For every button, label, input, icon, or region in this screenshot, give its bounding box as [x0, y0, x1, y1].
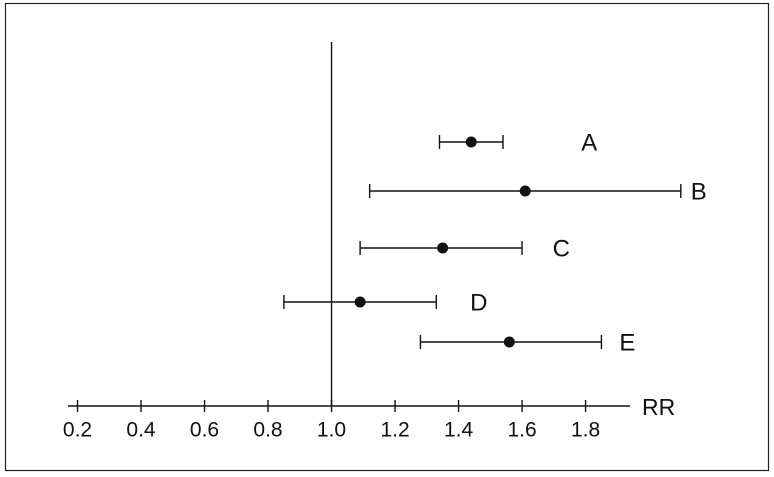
category-label: D: [470, 289, 487, 316]
category-label: A: [581, 129, 597, 156]
frame: [4, 2, 770, 472]
x-tick-label: 1.8: [571, 419, 600, 442]
x-tick-label: 1.4: [444, 419, 474, 442]
category-label: C: [553, 235, 570, 262]
category-label: B: [691, 178, 707, 205]
x-tick-label: 1.2: [380, 419, 409, 442]
x-tick-label: 0.4: [126, 419, 156, 442]
x-tick-label: 1.6: [507, 419, 536, 442]
point-estimate: [519, 185, 531, 197]
x-axis-label: RR: [642, 394, 675, 420]
category-label: E: [619, 329, 635, 356]
x-tick-label: 0.6: [190, 419, 219, 442]
x-tick-label: 1.0: [317, 419, 346, 442]
point-estimate: [354, 296, 366, 308]
x-tick-label: 0.2: [63, 419, 92, 442]
point-estimate: [437, 242, 449, 254]
x-tick-label: 0.8: [253, 419, 282, 442]
point-estimate: [465, 136, 477, 148]
point-estimate: [503, 336, 515, 348]
